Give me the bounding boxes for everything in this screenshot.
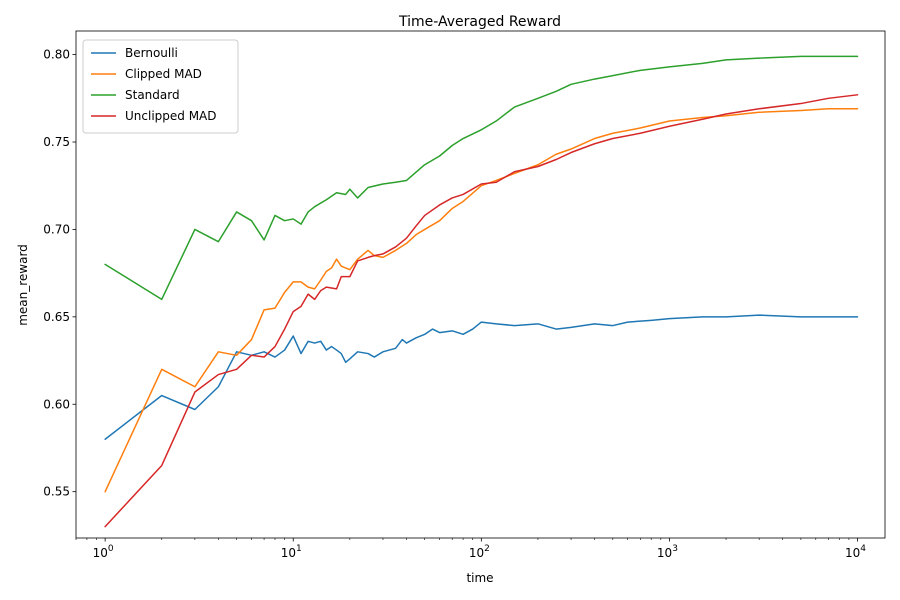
y-tick-label: 0.60 (43, 397, 70, 411)
legend-label-standard: Standard (125, 88, 180, 102)
y-axis-label: mean_reward (16, 244, 30, 326)
plot-frame (75, 30, 886, 539)
series-line-unclipped-mad (104, 94, 859, 528)
y-tick-label: 0.75 (43, 135, 70, 149)
y-tick-label: 0.80 (43, 48, 70, 62)
x-tick-label: 100 (93, 544, 114, 560)
plot-area (104, 55, 859, 528)
series-line-standard (104, 55, 859, 301)
legend-box (82, 39, 239, 134)
series-line-bernoulli (104, 314, 859, 440)
y-tick-label: 0.65 (43, 310, 70, 324)
legend: Bernoulli Clipped MAD Standard Unclipped MA… (82, 39, 239, 134)
y-tick-label: 0.70 (43, 222, 70, 236)
x-tick-label: 103 (657, 544, 678, 560)
series-line-clipped-mad (104, 108, 859, 493)
legend-label-unclipped-mad: Unclipped MAD (125, 109, 217, 123)
y-tick-label: 0.55 (43, 485, 70, 499)
legend-label-clipped-mad: Clipped MAD (125, 67, 202, 81)
x-axis: 100 101 102 103 104 (75, 538, 866, 560)
x-tick-label: 101 (281, 544, 302, 560)
chart-title: Time-Averaged Reward (398, 14, 561, 30)
x-tick-label: 104 (845, 544, 866, 560)
x-tick-label: 102 (469, 544, 490, 560)
x-axis-label: time (466, 571, 493, 585)
legend-label-bernoulli: Bernoulli (125, 46, 178, 60)
y-axis: 0.55 0.60 0.65 0.70 0.75 0.80 (43, 48, 76, 499)
